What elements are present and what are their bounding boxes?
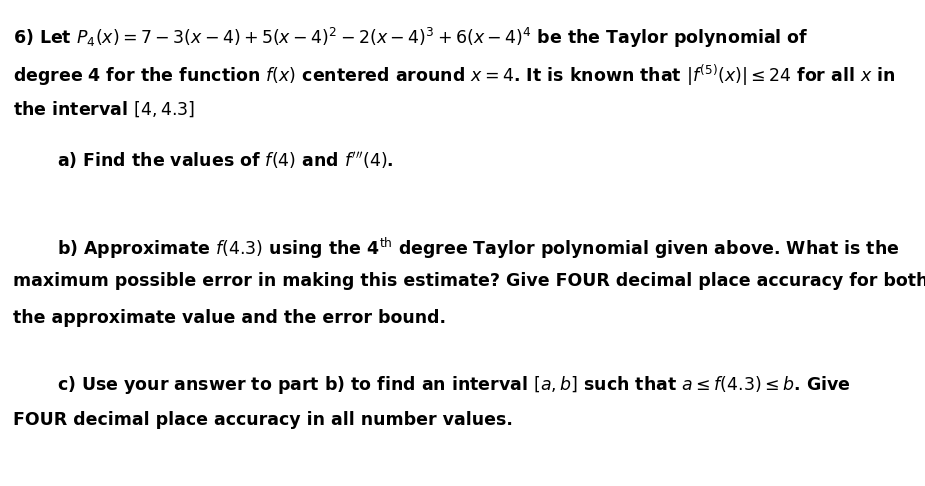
Text: the approximate value and the error bound.: the approximate value and the error boun… xyxy=(13,309,446,327)
Text: degree 4 for the function $f(x)$ centered around $x = 4$. It is known that $|f^{: degree 4 for the function $f(x)$ centere… xyxy=(13,62,895,87)
Text: b) Approximate $f(4.3)$ using the 4$^{\mathrm{th}}$ degree Taylor polynomial giv: b) Approximate $f(4.3)$ using the 4$^{\m… xyxy=(57,236,900,261)
Text: 6) Let $P_4(x) = 7 - 3(x-4) + 5(x-4)^2 - 2(x-4)^3 + 6(x-4)^4$ be the Taylor poly: 6) Let $P_4(x) = 7 - 3(x-4) + 5(x-4)^2 -… xyxy=(13,26,808,50)
Text: a) Find the values of $f(4)$ and $f'''(4)$.: a) Find the values of $f(4)$ and $f'''(4… xyxy=(57,150,394,171)
Text: FOUR decimal place accuracy in all number values.: FOUR decimal place accuracy in all numbe… xyxy=(13,411,512,429)
Text: c) Use your answer to part b) to find an interval $[a, b]$ such that $a \leq f(4: c) Use your answer to part b) to find an… xyxy=(57,374,851,397)
Text: the interval $[4, 4.3]$: the interval $[4, 4.3]$ xyxy=(13,100,195,119)
Text: maximum possible error in making this estimate? Give FOUR decimal place accuracy: maximum possible error in making this es… xyxy=(13,272,925,290)
